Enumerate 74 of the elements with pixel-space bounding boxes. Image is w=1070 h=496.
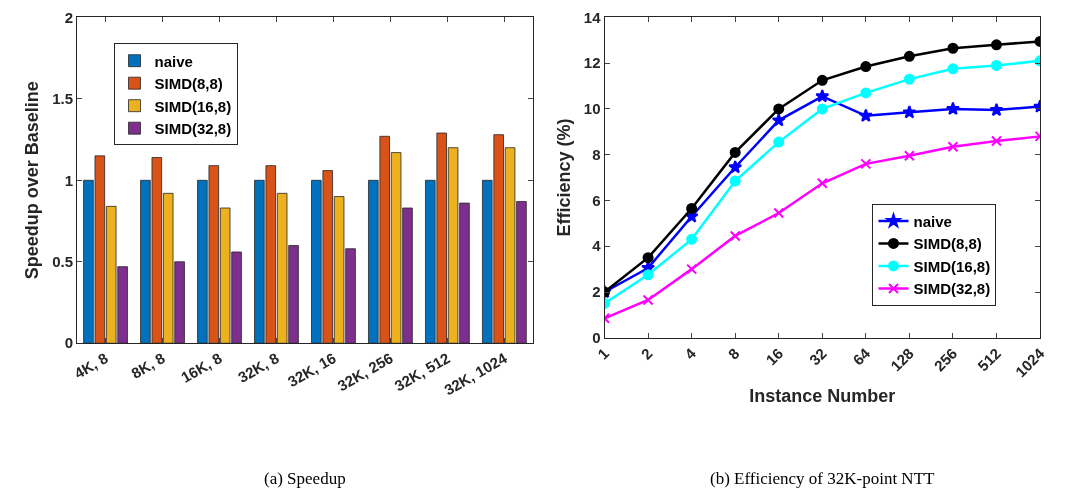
x-axis-title: Instance Number (749, 386, 896, 407)
y-tick-label: 0.5 (52, 253, 74, 271)
legend-label: SIMD(8,8) (913, 235, 982, 253)
point (990, 59, 1002, 71)
point (902, 105, 917, 119)
x-tick-label: 16K, 8 (177, 349, 225, 386)
point (860, 87, 872, 99)
x-tick-label: 32K, 16 (284, 349, 339, 391)
point (816, 177, 828, 189)
point (947, 63, 959, 75)
y-tick-label: 2 (592, 283, 601, 301)
x-tick-label: 512 (974, 344, 1004, 375)
y-tick-label: 4 (592, 237, 602, 255)
point (642, 294, 654, 306)
text: (a) Speedup (264, 469, 346, 488)
point (945, 101, 960, 116)
legend-label: SIMD(16,8) (913, 257, 991, 275)
x-tick-label: 4 (681, 344, 700, 363)
x-tick-label: 256 (930, 344, 961, 375)
point (773, 136, 785, 148)
point (903, 150, 915, 162)
x-tick-label: 16 (762, 344, 787, 369)
point (947, 42, 959, 54)
point (815, 89, 830, 103)
point (771, 113, 786, 127)
point (729, 146, 741, 158)
point (860, 158, 872, 170)
x-tick-label: 8K, 8 (128, 349, 168, 382)
legend-label: SIMD(32,8) (154, 120, 232, 138)
y-tick-label: 14 (583, 8, 602, 26)
point (686, 263, 698, 275)
y-axis-title: Efficiency (%) (554, 118, 575, 237)
y-tick-label: 1.5 (52, 90, 74, 108)
legend-label: SIMD(8,8) (154, 75, 223, 93)
x-tick-label: 32K, 8 (234, 349, 282, 386)
point (816, 74, 828, 86)
point (728, 159, 743, 174)
point (642, 252, 654, 264)
legend-label: SIMD(32,8) (913, 280, 991, 298)
point (816, 103, 828, 115)
point (773, 103, 785, 115)
point (773, 207, 785, 219)
point (729, 175, 741, 187)
point (686, 233, 698, 245)
point (990, 39, 1002, 51)
x-tick-label: 128 (887, 344, 917, 375)
y-tick-label: 2 (64, 8, 74, 26)
y-tick-label: 12 (583, 54, 601, 72)
point (686, 202, 698, 214)
x-tick-label: 8 (724, 344, 743, 363)
legend-label: SIMD(16,8) (154, 97, 232, 115)
y-tick-label: 0 (592, 329, 601, 347)
y-tick-label: 6 (592, 191, 601, 209)
y-tick-label: 1 (64, 171, 74, 189)
legend-label: naive (913, 212, 952, 230)
point (903, 50, 915, 62)
point (947, 141, 959, 153)
text: (b) Efficiency of 32K-point NTT (710, 469, 936, 488)
point (903, 73, 915, 85)
y-tick-label: 8 (592, 145, 601, 163)
point (642, 269, 654, 281)
point (989, 102, 1004, 117)
x-tick-label: 64 (849, 344, 874, 369)
y-tick-label: 0 (64, 334, 74, 352)
point (729, 230, 741, 242)
point (858, 108, 873, 122)
point (860, 61, 872, 73)
x-tick-label: 4K, 8 (71, 349, 111, 382)
x-tick-label: 2 (637, 344, 656, 363)
y-tick-label: 10 (583, 100, 601, 118)
legend-label: naive (154, 52, 193, 70)
point (990, 135, 1002, 147)
y-axis-title: Speedup over Baseline (22, 81, 43, 280)
x-tick-label: 32 (805, 344, 830, 369)
